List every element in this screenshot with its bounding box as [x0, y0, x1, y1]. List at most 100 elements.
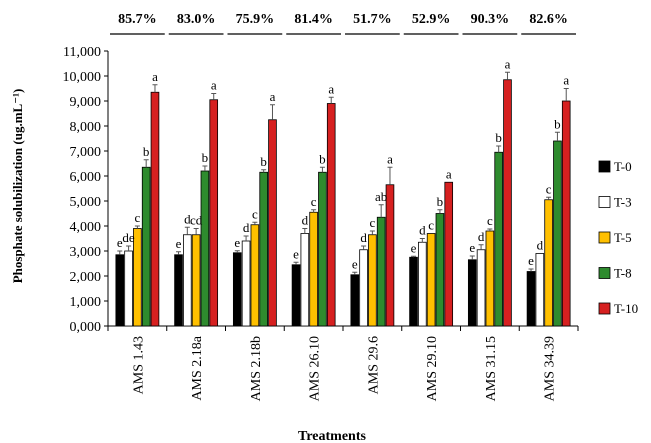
y-tick-label: 0,000: [70, 320, 102, 335]
significance-letter: e: [293, 246, 299, 261]
x-tick-label: AMS 29.10: [425, 336, 440, 401]
bar-t-3: [183, 234, 192, 327]
significance-letter: c: [487, 213, 493, 228]
legend-swatch-t-0: [598, 160, 611, 173]
significance-letter: a: [270, 89, 276, 104]
significance-letter: b: [260, 154, 267, 169]
bar-t-5: [544, 199, 553, 327]
legend-label: T-10: [614, 301, 638, 316]
bar-t-5: [485, 230, 495, 327]
significance-letter: d: [302, 213, 309, 228]
significance-letter: d: [360, 230, 367, 245]
bar-t-0: [291, 264, 301, 327]
bar-t-8: [494, 151, 503, 327]
significance-letter: d: [184, 211, 191, 226]
x-tick-label: AMS 29.6: [366, 336, 381, 394]
significance-letter: e: [176, 236, 182, 251]
significance-letter: b: [495, 130, 502, 145]
significance-letter: b: [319, 151, 326, 166]
legend-label: T-5: [614, 230, 632, 245]
bar-t-3: [124, 250, 133, 327]
percent-label: 82.6%: [529, 12, 568, 27]
significance-letter: e: [117, 235, 123, 250]
legend-swatch-t-10: [598, 302, 611, 315]
bar-t-5: [250, 224, 260, 327]
significance-letter: e: [234, 235, 240, 250]
bar-t-3: [418, 241, 427, 327]
y-tick-label: 2,000: [70, 270, 102, 285]
percent-label: 52.9%: [412, 12, 451, 27]
bar-t-10: [209, 99, 219, 327]
significance-letter: c: [546, 181, 552, 196]
significance-letter: d: [537, 238, 544, 253]
significance-letter: c: [311, 194, 317, 209]
y-tick-label: 9,000: [70, 95, 102, 110]
x-tick-label: AMS 1.43: [131, 336, 146, 394]
y-tick-label: 8,000: [70, 120, 102, 135]
bar-t-10: [444, 181, 454, 327]
significance-letter: b: [202, 150, 209, 165]
bar-t-8: [553, 140, 562, 327]
percent-label: 51.7%: [353, 12, 392, 27]
axes: 0,000 1,000 2,000 3,000 4,000 5,000 6,000 7,000…: [63, 45, 579, 335]
y-tick-label: 11,000: [63, 45, 101, 60]
bar-t-8: [141, 166, 151, 327]
y-tick-label: 3,000: [70, 245, 102, 260]
bar-t-3: [300, 233, 310, 327]
significance-letter: a: [152, 69, 158, 84]
bar-t-3: [535, 253, 545, 327]
significance-letter: d: [478, 229, 485, 244]
x-tick-label: AMS 2.18b: [249, 336, 264, 401]
bar-t-8: [259, 171, 268, 327]
bar-t-3: [476, 249, 486, 327]
significance-letter: c: [252, 206, 258, 221]
bar-t-8: [435, 213, 445, 327]
bar-t-0: [174, 254, 183, 327]
significance-letter: a: [211, 78, 217, 93]
significance-letter: ab: [375, 189, 387, 204]
bar-t-5: [368, 234, 377, 327]
y-tick-label: 10,000: [63, 70, 102, 85]
y-tick-label: 6,000: [70, 170, 102, 185]
legend-label: T-0: [614, 159, 632, 174]
y-tick-label: 5,000: [70, 195, 102, 210]
percent-label: 81.4%: [294, 12, 333, 27]
significance-letter: de: [122, 230, 135, 245]
percent-label: 75.9%: [236, 12, 275, 27]
x-axis-label: Treatments: [298, 429, 366, 443]
percent-label: 85.7%: [118, 12, 157, 27]
significance-letter: e: [411, 240, 417, 255]
percent-label: 90.3%: [471, 12, 510, 27]
legend-swatch-t-5: [598, 231, 611, 244]
significance-letter: e: [528, 253, 534, 268]
significance-letter: a: [505, 56, 511, 71]
significance-letter: c: [369, 215, 375, 230]
legend-swatch-t-8: [598, 267, 611, 279]
significance-letter: cd: [190, 213, 203, 228]
bar-t-0: [115, 254, 125, 327]
significance-letter: d: [243, 220, 250, 235]
y-tick-label: 4,000: [70, 220, 102, 235]
significance-letter: b: [437, 194, 444, 209]
bar-t-0: [350, 274, 360, 327]
legend-label: T-3: [614, 195, 632, 210]
bar-t-10: [326, 103, 336, 327]
x-tick-labels: AMS 1.43 AMS 2.18a AMS 2.18b AMS 26.10 AMS 2…: [131, 335, 557, 401]
significance-letter: d: [419, 223, 426, 238]
bar-t-10: [561, 100, 571, 327]
bar-t-5: [309, 211, 318, 327]
percent-label: 83.0%: [177, 12, 216, 27]
bar-t-0: [232, 252, 242, 327]
bar-t-8: [200, 170, 210, 327]
significance-letter: a: [446, 166, 452, 181]
bar-t-0: [409, 256, 418, 327]
percent-labels: 85.7% 83.0% 75.9% 81.4% 51.7% 52.9% 90.3% 82.6%: [110, 12, 576, 35]
x-tick-label: AMS 26.10: [308, 336, 323, 401]
x-tick-label: AMS 31.15: [484, 336, 499, 401]
bar-t-5: [191, 234, 201, 327]
legend-swatch-t-3: [598, 196, 611, 208]
y-tick-label: 7,000: [70, 145, 102, 160]
bar-t-3: [359, 249, 368, 327]
